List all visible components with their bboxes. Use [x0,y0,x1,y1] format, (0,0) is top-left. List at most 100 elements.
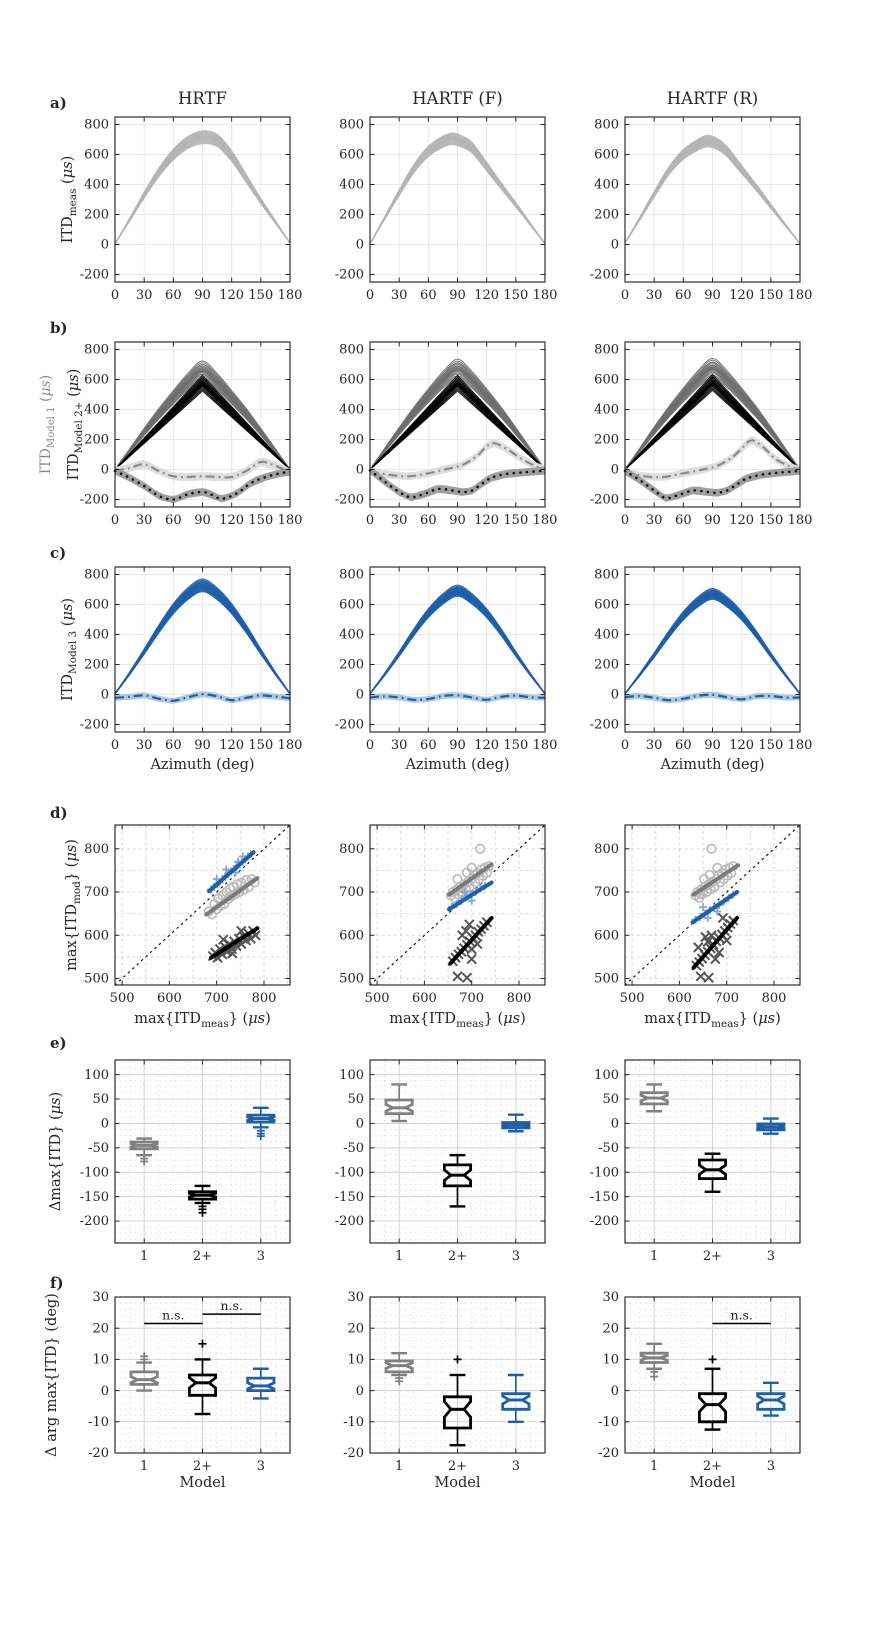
x-tick-label: 3 [257,1249,265,1264]
boxplot-box [187,1190,218,1201]
y-tick-label: 0 [101,1384,109,1399]
x-tick-label: 120 [729,738,754,753]
x-tick-label: 150 [503,738,528,753]
y-tick-label: -10 [598,1415,619,1430]
itd-curve [369,358,546,470]
y-tick-label: 600 [594,148,619,163]
column-title-0: HRTF [178,89,227,108]
figure-shape [236,925,247,937]
x-tick-label: 0 [111,513,119,528]
x-tick-label: 30 [391,738,408,753]
boxplot-box [698,1392,727,1424]
figure-shape [721,935,732,946]
figure-shape [457,930,468,941]
y-tick-label: 100 [84,1068,109,1083]
scatter-marker-circle [483,861,494,872]
y-tick-label: -150 [590,1190,619,1205]
y-tick-label: 500 [594,972,619,987]
x-tick-label: 180 [533,288,558,303]
y-tick-label: 100 [339,1068,364,1083]
error-curve [113,469,292,501]
x-tick-label: 90 [194,513,211,528]
y-tick-label: -100 [590,1165,619,1180]
figure-shape [452,971,463,982]
x-tick-label: 600 [157,991,182,1006]
y-tick-label: -200 [80,493,109,508]
figure-shape [717,912,729,924]
x-tick-label: 120 [474,738,499,753]
y-axis-label-a: ITDmeas (μs) [60,156,79,244]
figure-shape [713,947,725,958]
boxplot-box [442,1163,473,1188]
y-tick-label: 30 [602,1290,619,1305]
y-tick-label: 100 [594,1068,619,1083]
x-tick-label: 150 [248,288,273,303]
x-tick-label: 90 [704,513,721,528]
figure-shape [114,824,291,986]
y-tick-label: -50 [343,1141,364,1156]
x-axis-label-d: max{ITDmeas} (μs) [644,1011,781,1030]
panel-a-col2: HARTF (R)0 30 60 90 120 150 180-20002004006008… [590,89,813,303]
y-tick-label: 30 [92,1290,109,1305]
x-tick-label: 1 [395,1459,403,1474]
panel-letter-c: c) [50,544,66,562]
x-tick-label: 2+ [193,1459,212,1474]
error-curve [369,442,546,478]
y-tick-label: -200 [590,718,619,733]
y-tick-label: 600 [84,598,109,613]
x-tick-label: 30 [136,288,153,303]
column-title-1: HARTF (F) [412,89,502,108]
y-tick-label: 600 [84,373,109,388]
boxplot-box [442,1395,473,1430]
y-tick-label: 800 [84,343,109,358]
x-axis-label-f: Model [434,1475,480,1491]
boxplot-box [756,1392,786,1411]
x-tick-label: 2+ [448,1459,467,1474]
y-tick-label: -200 [80,718,109,733]
panel-b-col0: 0 30 60 90 120 150 180-2000200400600800ITDMode… [38,341,302,528]
panel-letter-b: b) [50,319,68,337]
figure-shape [466,953,477,965]
x-tick-label: 120 [729,288,754,303]
figure-shape [703,972,714,983]
y-tick-label: 600 [339,928,364,943]
x-tick-label: 500 [110,991,135,1006]
x-axis-label-d: max{ITDmeas} (μs) [134,1011,271,1030]
ns-annotation: n.s. [220,1298,242,1313]
y-tick-label: 600 [594,598,619,613]
x-tick-label: 60 [420,288,437,303]
panel-c-col1: 0 30 60 90 120 150 180-2000200400600800Azimuth… [335,566,557,773]
axes-box [369,824,546,986]
itd-curve [114,374,291,470]
y-tick-label: 200 [594,658,619,673]
x-tick-label: 150 [248,738,273,753]
y-tick-label: 800 [594,118,619,133]
x-axis-label-f: Model [689,1475,735,1491]
figure-shape [218,934,229,945]
panel-e-col0: 1 2+ 3 -200 -150 -100 -50 0 50 100 Δmax{ITD} (μs) [48,1059,291,1264]
scatter-marker-circle [698,874,709,885]
panel-d-col0: 500 600 700 800 500 600 700 800 max{ITDmeas} (μs… [64,824,291,1030]
y-tick-label: -20 [88,1446,109,1461]
error-curve [368,469,547,499]
x-tick-label: 60 [165,738,182,753]
figure-shape [446,880,494,912]
figure-shape [700,931,711,943]
figure-shape [624,824,801,986]
y-tick-label: -100 [335,1165,364,1180]
scatter-marker-circle [706,843,717,854]
x-tick-label: 700 [459,991,484,1006]
error-band [625,436,800,481]
x-tick-label: 0 [366,513,374,528]
y-tick-label: -200 [335,493,364,508]
panel-a-col1: HARTF (F)0 30 60 90 120 150 180-20002004006008… [335,89,558,303]
y-tick-label: 500 [84,972,109,987]
y-tick-label: 600 [339,148,364,163]
y-tick-label: 600 [84,148,109,163]
scatter-marker-circle [452,874,463,885]
figure-shape [706,930,717,941]
panel-f-col2: n.s. 1 2+ 3 -20 -10 0 10 20 30 Model [598,1290,801,1491]
